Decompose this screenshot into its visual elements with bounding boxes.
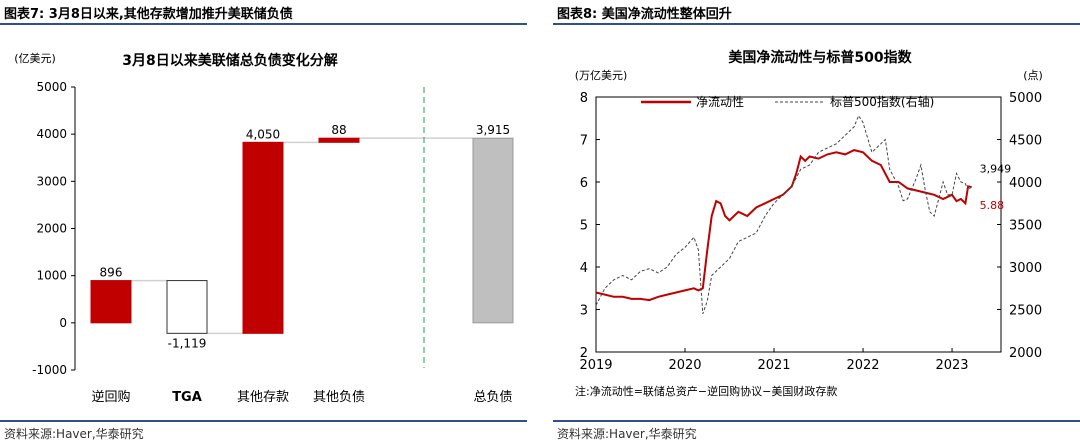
waterfall-connectors bbox=[131, 137, 473, 335]
left-y-tick-label: 2 bbox=[580, 346, 588, 361]
left-bottom-rule bbox=[0, 420, 527, 422]
waterfall-y-tick-label: 1000 bbox=[36, 269, 67, 283]
right-axis-unit-label: (点) bbox=[1023, 69, 1043, 82]
waterfall-y-tick-label: -1000 bbox=[32, 363, 67, 377]
line-chart-legend: 净流动性 标普500指数(右轴) bbox=[641, 94, 934, 109]
right-figure-panel: 图表8: 美国净流动性整体回升 美国净流动性与标普500指数 (万亿美元) (点… bbox=[553, 0, 1080, 445]
left-source-note: 资料来源:Haver,华泰研究 bbox=[4, 427, 144, 441]
waterfall-y-tick-label: 0 bbox=[59, 316, 67, 330]
left-y-tick-label: 3 bbox=[580, 304, 588, 319]
liquidity-line-chart: 美国净流动性与标普500指数 (万亿美元) (点) 2 3 4 5 6 7 8 2000 250… bbox=[575, 49, 1043, 398]
line-chart-annotations: 3,949 5.88 bbox=[980, 162, 1012, 212]
left-y-tick-label: 8 bbox=[580, 91, 588, 106]
left-top-rule bbox=[0, 23, 527, 25]
waterfall-category-labels: 逆回购 TGA 其他存款 其他负债 总负债 bbox=[91, 389, 512, 405]
line-annotation: 3,949 bbox=[980, 162, 1012, 175]
waterfall-value-label: 896 bbox=[100, 266, 123, 280]
line-annotation: 5.88 bbox=[980, 199, 1005, 212]
waterfall-category-label: 总负债 bbox=[473, 390, 512, 405]
right-y-tick-label: 5000 bbox=[1009, 91, 1042, 106]
left-y-tick-label: 4 bbox=[580, 261, 588, 276]
waterfall-bar bbox=[166, 280, 208, 334]
right-bottom-rule bbox=[553, 420, 1080, 422]
line-chart-title: 美国净流动性与标普500指数 bbox=[728, 49, 912, 66]
waterfall-value-labels: 896 -1,119 4,050 88 3,915 bbox=[100, 123, 511, 350]
right-y-tick-label: 4500 bbox=[1009, 134, 1042, 149]
x-tick-label: 2023 bbox=[935, 358, 968, 373]
left-y-tick-label: 6 bbox=[580, 176, 588, 191]
left-axis-unit-label: (万亿美元) bbox=[575, 69, 628, 82]
waterfall-y-tick-label: 3000 bbox=[36, 174, 67, 188]
waterfall-value-label: 88 bbox=[331, 123, 346, 137]
left-figure-panel: 图表7: 3月8日以来,其他存款增加推升美联储负债 3月8日以来美联储总负债变化… bbox=[0, 0, 527, 445]
right-y-tick-label: 4000 bbox=[1009, 176, 1042, 191]
left-figure-title: 图表7: 3月8日以来,其他存款增加推升美联储负债 bbox=[4, 7, 293, 22]
right-source-note: 资料来源:Haver,华泰研究 bbox=[557, 427, 697, 441]
right-figure-title: 图表8: 美国净流动性整体回升 bbox=[557, 7, 732, 22]
right-y-tick-label: 3000 bbox=[1009, 261, 1042, 276]
waterfall-value-label: -1,119 bbox=[168, 336, 207, 350]
legend-label-net-liquidity: 净流动性 bbox=[696, 95, 744, 109]
net-liquidity-line bbox=[595, 149, 972, 302]
waterfall-value-label: 4,050 bbox=[246, 127, 280, 141]
line-chart-series bbox=[595, 114, 972, 314]
waterfall-value-label: 3,915 bbox=[476, 123, 510, 137]
right-y-tick-label: 3500 bbox=[1009, 219, 1042, 234]
plot-frame bbox=[595, 96, 1002, 353]
x-tick-label: 2022 bbox=[846, 358, 879, 373]
waterfall-category-label: 逆回购 bbox=[91, 389, 130, 405]
right-y-tick-label: 2000 bbox=[1009, 346, 1042, 361]
sp500-line bbox=[595, 114, 972, 314]
waterfall-category-label: TGA bbox=[172, 390, 202, 405]
waterfall-bar bbox=[242, 141, 284, 334]
x-tick-label: 2020 bbox=[668, 358, 701, 373]
waterfall-bars bbox=[90, 137, 514, 334]
waterfall-bar bbox=[472, 137, 514, 324]
left-y-tick-label: 7 bbox=[580, 134, 588, 149]
waterfall-category-label: 其他负债 bbox=[313, 390, 365, 405]
x-tick-label: 2019 bbox=[579, 358, 612, 373]
waterfall-y-tick-label: 5000 bbox=[36, 80, 67, 94]
right-y-tick-label: 2500 bbox=[1009, 304, 1042, 319]
waterfall-category-label: 其他存款 bbox=[237, 390, 289, 405]
waterfall-bar bbox=[318, 137, 360, 143]
legend-label-sp500: 标普500指数(右轴) bbox=[830, 94, 934, 109]
waterfall-bar bbox=[90, 280, 132, 324]
line-chart-note: 注:净流动性=联储总资产−逆回购协议−美国财政存款 bbox=[575, 384, 837, 398]
right-top-rule bbox=[553, 23, 1080, 25]
waterfall-y-axis: -1000 0 1000 2000 3000 4000 5000 bbox=[32, 80, 76, 377]
waterfall-y-tick-label: 4000 bbox=[36, 127, 67, 141]
x-tick-label: 2021 bbox=[757, 358, 790, 373]
waterfall-chart: 3月8日以来美联储总负债变化分解 (亿美元) -1000 0 1000 2000 300… bbox=[14, 52, 514, 405]
left-y-tick-label: 5 bbox=[580, 219, 588, 234]
line-chart-axes: 2 3 4 5 6 7 8 2000 2500 3000 3500 4000 4500 5000 2019 2… bbox=[579, 91, 1042, 373]
waterfall-y-unit-label: (亿美元) bbox=[14, 52, 56, 65]
waterfall-chart-title: 3月8日以来美联储总负债变化分解 bbox=[122, 52, 337, 69]
waterfall-y-tick-label: 2000 bbox=[36, 222, 67, 236]
